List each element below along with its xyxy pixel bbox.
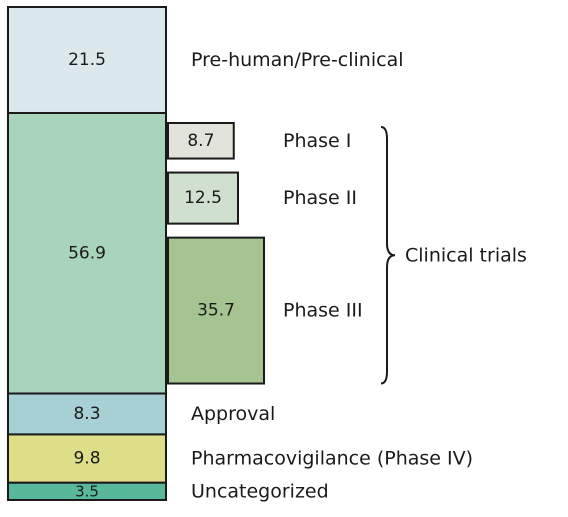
- sub-bar-phase-iii: [167, 236, 265, 385]
- value-label-pre-human-pre-clinical: 21.5: [68, 50, 106, 70]
- bar-segment-pharmacovigilance-phase-iv: [7, 433, 167, 484]
- bar-segment-segment-1: [7, 111, 167, 395]
- sub-label-phase-iii: Phase III: [283, 300, 363, 322]
- value-label-approval: 8.3: [73, 404, 100, 424]
- clinical-trials-label: Clinical trials: [405, 244, 527, 266]
- main-stacked-bar: 21.5 Pre-human/Pre-clinical 56.9 8.3 Approva…: [7, 6, 473, 502]
- sub-value-label-phase-i: 8.7: [187, 131, 214, 151]
- clinical-trials-brace: [380, 125, 396, 385]
- bar-segment-approval: [7, 392, 167, 436]
- sub-label-phase-ii: Phase II: [283, 187, 357, 209]
- sub-label-phase-i: Phase I: [283, 130, 351, 152]
- value-label-segment-1: 56.9: [68, 243, 106, 263]
- sub-value-label-phase-iii: 35.7: [197, 301, 235, 321]
- category-label-approval: Approval: [191, 403, 275, 425]
- category-label-uncategorized: Uncategorized: [191, 480, 329, 502]
- value-label-pharmacovigilance-phase-iv: 9.8: [73, 449, 100, 469]
- value-label-uncategorized: 3.5: [75, 482, 99, 500]
- bar-segment-uncategorized: [7, 481, 167, 501]
- sub-bar-phase-ii: [167, 171, 240, 225]
- category-label-pre-human-pre-clinical: Pre-human/Pre-clinical: [191, 49, 404, 71]
- category-label-pharmacovigilance-phase-iv: Pharmacovigilance (Phase IV): [191, 448, 473, 470]
- bar-segment-pre-human-pre-clinical: [7, 6, 167, 114]
- sub-value-label-phase-ii: 12.5: [184, 188, 222, 208]
- clinical-trials-breakdown: 8.7 Phase I 12.5 Phase II 35.7 Phase III: [167, 121, 363, 385]
- sub-bar-phase-i: [167, 121, 235, 160]
